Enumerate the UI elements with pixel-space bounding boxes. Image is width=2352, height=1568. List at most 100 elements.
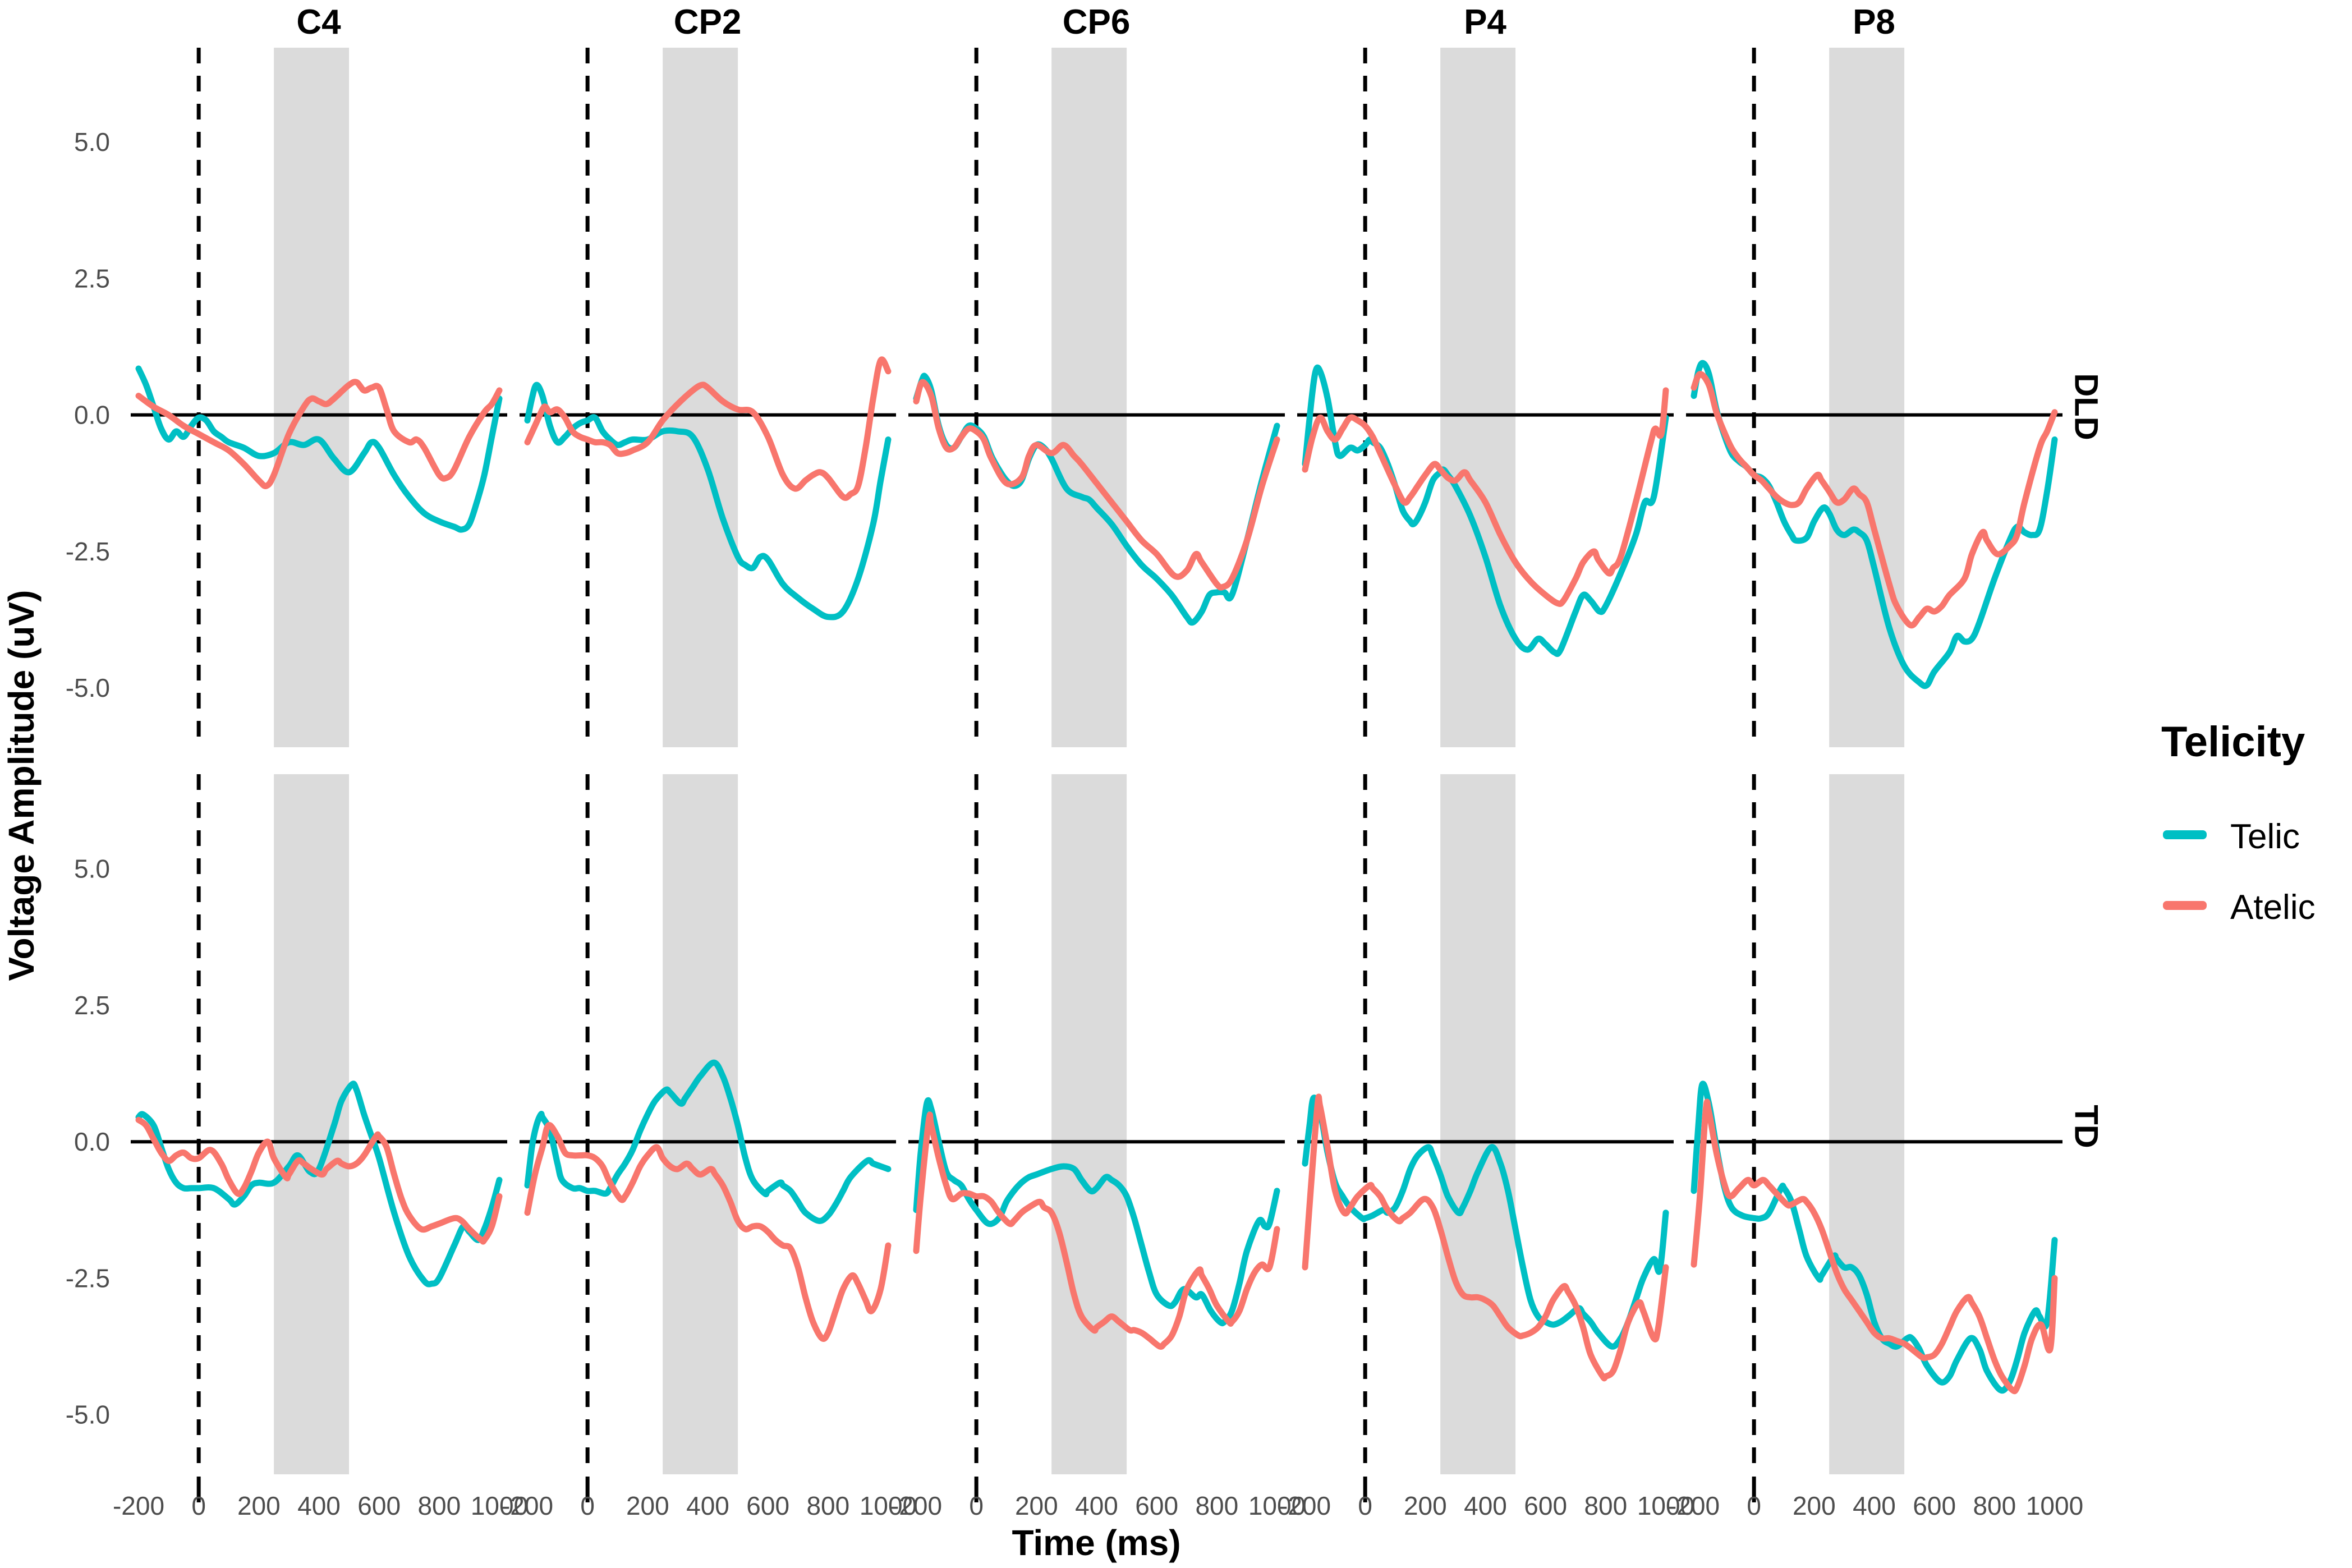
atelic-waveform [913,1111,1280,1350]
significance-band [1440,48,1516,747]
x-tick-label: 1000 [1637,1491,1694,1520]
atelic-waveform [1690,371,2058,629]
x-tick-label: 0 [191,1491,206,1520]
x-tick-mark [1363,1477,1367,1502]
erp-panel-CP6-TD [908,774,1285,1474]
erp-panel-C4-TD [131,774,507,1474]
significance-band [274,774,350,1474]
x-tick-label: -200 [890,1491,942,1520]
telic-waveform [135,365,503,533]
x-tick-label: 800 [417,1491,461,1520]
x-tick-label: 400 [1464,1491,1507,1520]
significance-band [1829,774,1905,1474]
significance-band [1051,48,1127,747]
atelic-waveform [524,1122,892,1342]
y-tick-label: -5.0 [66,673,110,702]
telic-waveform [1302,1095,1669,1350]
y-tick-label: 0.0 [74,1127,110,1156]
telic-waveform [524,381,892,620]
significance-band [663,774,738,1474]
telic-waveform [135,1080,503,1287]
x-tick-mark [196,1477,201,1502]
x-tick-label: 200 [1404,1491,1447,1520]
erp-panel-P4-TD [1297,774,1674,1474]
x-tick-label: 1000 [1248,1491,1306,1520]
atelic-waveform [1302,1093,1669,1382]
x-tick-label: 1000 [2026,1491,2083,1520]
significance-band [1051,774,1127,1474]
erp-panel-C4-DLD [131,48,507,747]
x-tick-label: -200 [1279,1491,1331,1520]
y-axis-title: Voltage Amplitude (uV) [1,590,42,981]
x-tick-label: 800 [1973,1491,2016,1520]
x-tick-label: -200 [502,1491,553,1520]
x-tick-label: 600 [1524,1491,1567,1520]
x-axis-title: Time (ms) [1012,1523,1180,1563]
x-tick-label: 0 [580,1491,595,1520]
y-tick-label: -5.0 [66,1400,110,1429]
x-tick-label: 600 [746,1491,789,1520]
erp-panel-CP2-TD [520,774,896,1474]
x-tick-label: 400 [297,1491,341,1520]
y-tick-label: -2.5 [66,537,110,566]
atelic-waveform [135,1116,503,1245]
y-tick-label: 2.5 [74,264,110,293]
x-tick-mark [585,1477,590,1502]
y-tick-label: 5.0 [74,854,110,884]
plot-layer: 5.0 2.5 0.0 -2.5 -5.0 -200 0 200 400 600 800 1000 5.… [66,48,2083,1520]
atelic-waveform [524,356,892,501]
x-tick-label: 0 [969,1491,984,1520]
facet-title-p8: P8 [1853,3,1895,42]
x-tick-label: 800 [806,1491,849,1520]
y-tick-label: 2.5 [74,991,110,1020]
facet-title-c4: C4 [296,3,341,42]
legend: Telicity Telic Atelic [2161,718,2316,927]
legend-title: Telicity [2161,718,2305,766]
x-tick-label: 200 [1793,1491,1836,1520]
x-tick-label: 600 [357,1491,401,1520]
telic-waveform [913,1097,1280,1327]
x-tick-label: 600 [1135,1491,1178,1520]
erp-panel-CP2-DLD [520,48,896,747]
facet-title-p4: P4 [1464,3,1506,42]
y-tick-label: -2.5 [66,1263,110,1293]
strip-label-dld: DLD [2068,373,2105,440]
telic-waveform [1690,1080,2058,1394]
x-tick-label: 200 [237,1491,281,1520]
x-tick-label: -200 [1668,1491,1720,1520]
x-tick-label: 1000 [471,1491,528,1520]
x-tick-mark [1752,1477,1756,1502]
x-tick-label: 800 [1584,1491,1627,1520]
atelic-waveform [135,379,503,489]
erp-panel-P4-DLD [1297,48,1674,747]
significance-band [1440,774,1516,1474]
x-tick-label: 800 [1195,1491,1238,1520]
erp-panel-CP6-DLD [908,48,1285,747]
x-tick-mark [974,1477,979,1502]
y-tick-label: 5.0 [74,127,110,157]
legend-label-telic: Telic [2230,817,2300,856]
x-tick-label: 400 [1075,1491,1118,1520]
x-tick-label: 600 [1913,1491,1956,1520]
facet-title-cp6: CP6 [1063,3,1131,42]
erp-panel-P8-DLD [1686,48,2062,747]
significance-band [663,48,738,747]
telic-waveform [524,1059,892,1224]
x-tick-label: 0 [1747,1491,1761,1520]
strip-label-td: TD [2068,1105,2105,1148]
x-tick-label: 400 [686,1491,729,1520]
atelic-waveform [913,379,1280,591]
atelic-waveform [1302,387,1669,607]
x-tick-label: 200 [1015,1491,1058,1520]
x-tick-label: 200 [626,1491,669,1520]
legend-label-atelic: Atelic [2230,888,2316,927]
facet-title-cp2: CP2 [674,3,742,42]
x-tick-label: -200 [113,1491,164,1520]
x-tick-label: 0 [1358,1491,1372,1520]
x-tick-label: 400 [1853,1491,1896,1520]
atelic-waveform [1690,1098,2058,1395]
erp-panel-P8-TD [1686,774,2062,1474]
y-tick-label: 0.0 [74,401,110,430]
